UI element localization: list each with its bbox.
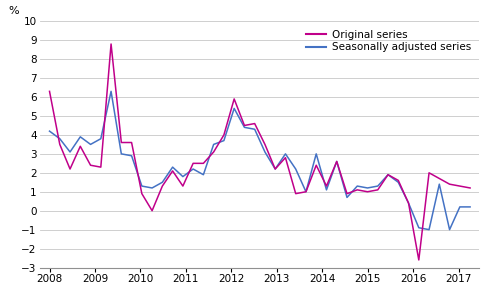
Text: %: % (9, 6, 19, 16)
Legend: Original series, Seasonally adjusted series: Original series, Seasonally adjusted ser… (302, 26, 474, 55)
